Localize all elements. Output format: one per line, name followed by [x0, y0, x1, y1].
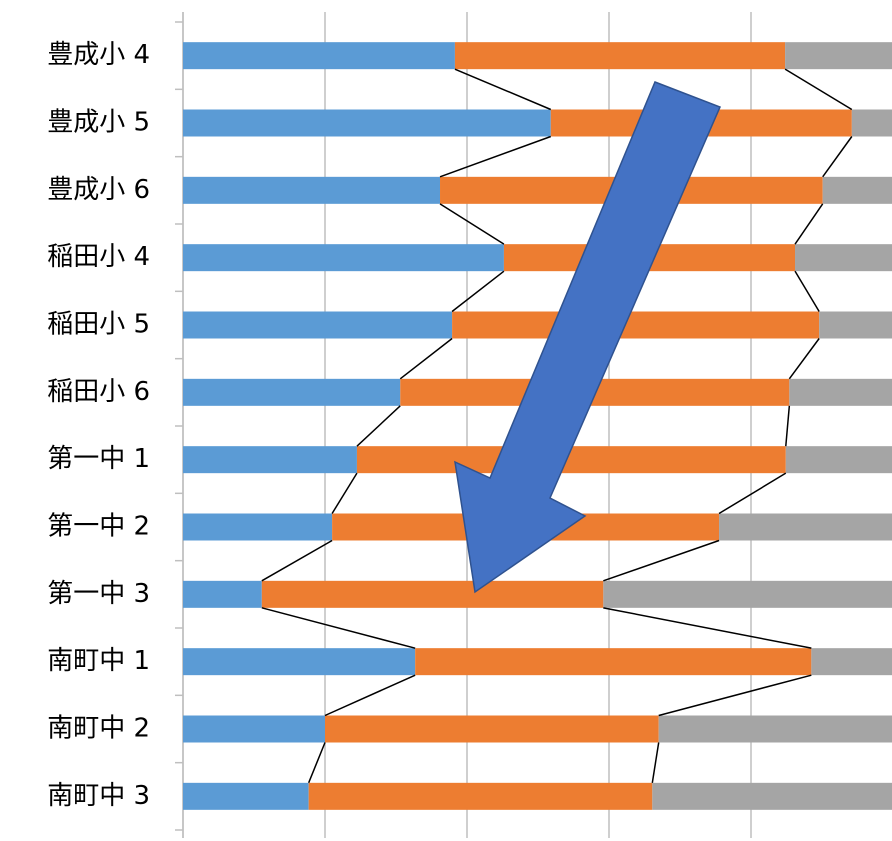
bar-segment	[452, 311, 820, 339]
category-label: 豊成小 5	[47, 108, 150, 138]
bar-segment	[183, 715, 325, 743]
series-line	[261, 607, 416, 649]
bar-segment	[851, 109, 892, 137]
series-line	[822, 136, 853, 178]
bar-segment	[183, 176, 441, 204]
series-line	[785, 405, 791, 447]
bar-segment	[183, 446, 357, 474]
bar-segment	[183, 513, 333, 541]
bar-segment	[308, 782, 653, 810]
bar-segment	[261, 580, 604, 608]
series-line	[603, 539, 720, 582]
series-lines	[261, 68, 853, 784]
category-label: 稲田小 5	[47, 310, 150, 340]
bar-segment	[183, 311, 453, 339]
series-line	[788, 338, 820, 380]
series-line	[794, 270, 820, 312]
series-line	[261, 539, 333, 582]
bar-segment	[454, 42, 786, 70]
series-line	[603, 607, 812, 649]
series-line	[399, 337, 453, 380]
bar-segment	[415, 648, 812, 676]
category-label: 稲田小 6	[47, 377, 150, 407]
bar-segment	[183, 42, 455, 70]
category-label: 南町中 2	[47, 714, 150, 744]
bar-segment	[183, 648, 416, 676]
category-label: 稲田小 4	[47, 242, 150, 272]
bar-segment	[183, 109, 551, 137]
series-line	[784, 68, 853, 111]
bar-segment	[795, 244, 892, 272]
category-label: 第一中 1	[47, 444, 150, 474]
bar-segment	[183, 378, 401, 406]
bar-segment	[719, 513, 892, 541]
series-line	[331, 472, 358, 514]
series-line	[439, 203, 505, 245]
bar-segment	[658, 715, 892, 743]
series-line	[658, 674, 812, 717]
trend-arrow	[454, 81, 721, 594]
bar-segment	[811, 648, 892, 676]
series-line	[439, 135, 552, 178]
bar-segment	[652, 782, 892, 810]
bars	[183, 42, 892, 810]
bar-segment	[325, 715, 659, 743]
series-line	[356, 405, 401, 447]
series-line	[324, 674, 416, 717]
bar-segment	[822, 176, 892, 204]
bar-segment	[819, 311, 892, 339]
category-label: 第一中 3	[47, 579, 150, 609]
grid	[175, 12, 752, 838]
category-label: 南町中 1	[47, 646, 150, 676]
bar-segment	[183, 782, 309, 810]
category-label: 豊成小 6	[47, 175, 150, 205]
bar-segment	[789, 378, 892, 406]
series-line	[307, 742, 326, 784]
bar-segment	[785, 42, 892, 70]
bar-segment	[183, 580, 262, 608]
series-line	[718, 472, 787, 515]
bar-segment	[603, 580, 892, 608]
category-labels: 豊成小 4 豊成小 5 豊成小 6 稲田小 4 稲田小 5 稲田小 6 第一中 1 第一中 2…	[47, 40, 150, 811]
series-line	[794, 203, 824, 245]
series-line	[651, 742, 660, 783]
category-label: 南町中 3	[47, 781, 150, 811]
category-label: 豊成小 4	[47, 40, 150, 70]
category-label: 第一中 2	[47, 512, 150, 542]
series-line	[454, 68, 552, 111]
bar-segment	[183, 244, 504, 272]
bar-segment	[785, 446, 892, 474]
series-line	[451, 270, 505, 313]
